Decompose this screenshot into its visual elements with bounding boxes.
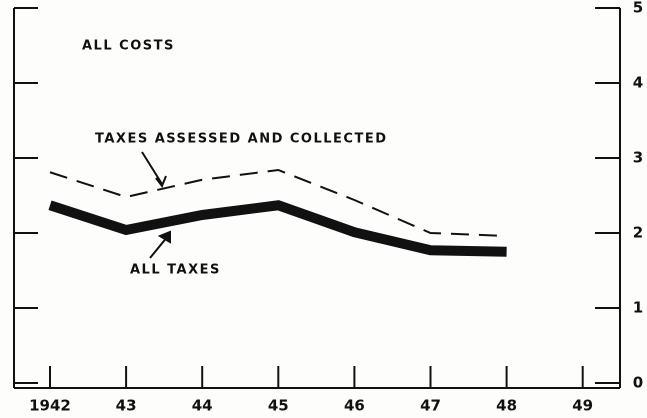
series-line (48, 200, 507, 257)
series-label: ALL TAXES (130, 263, 221, 278)
x-tick-label: 1942 (29, 397, 71, 415)
y-tick-label: 5 (633, 0, 643, 17)
x-tick-label: 47 (420, 397, 441, 415)
y-tick-label: 2 (633, 224, 643, 242)
series-label: TAXES ASSESSED AND COLLECTED (95, 132, 388, 147)
y-tick-label: 3 (633, 149, 643, 167)
pointer-arrow (141, 151, 167, 189)
chart-title: ALL COSTS (82, 39, 175, 54)
x-tick-label: 49 (572, 397, 593, 415)
x-tick-label: 46 (344, 397, 365, 415)
x-tick-label: 43 (116, 397, 137, 415)
y-tick-label: 4 (633, 74, 643, 92)
x-tick-label: 48 (496, 397, 517, 415)
x-tick-label: 44 (192, 397, 213, 415)
pointer-arrow (149, 230, 171, 259)
y-tick-label: 1 (633, 299, 643, 317)
y-tick-label: 0 (633, 374, 643, 392)
x-tick-label: 45 (268, 397, 289, 415)
series-line (49, 168, 507, 237)
